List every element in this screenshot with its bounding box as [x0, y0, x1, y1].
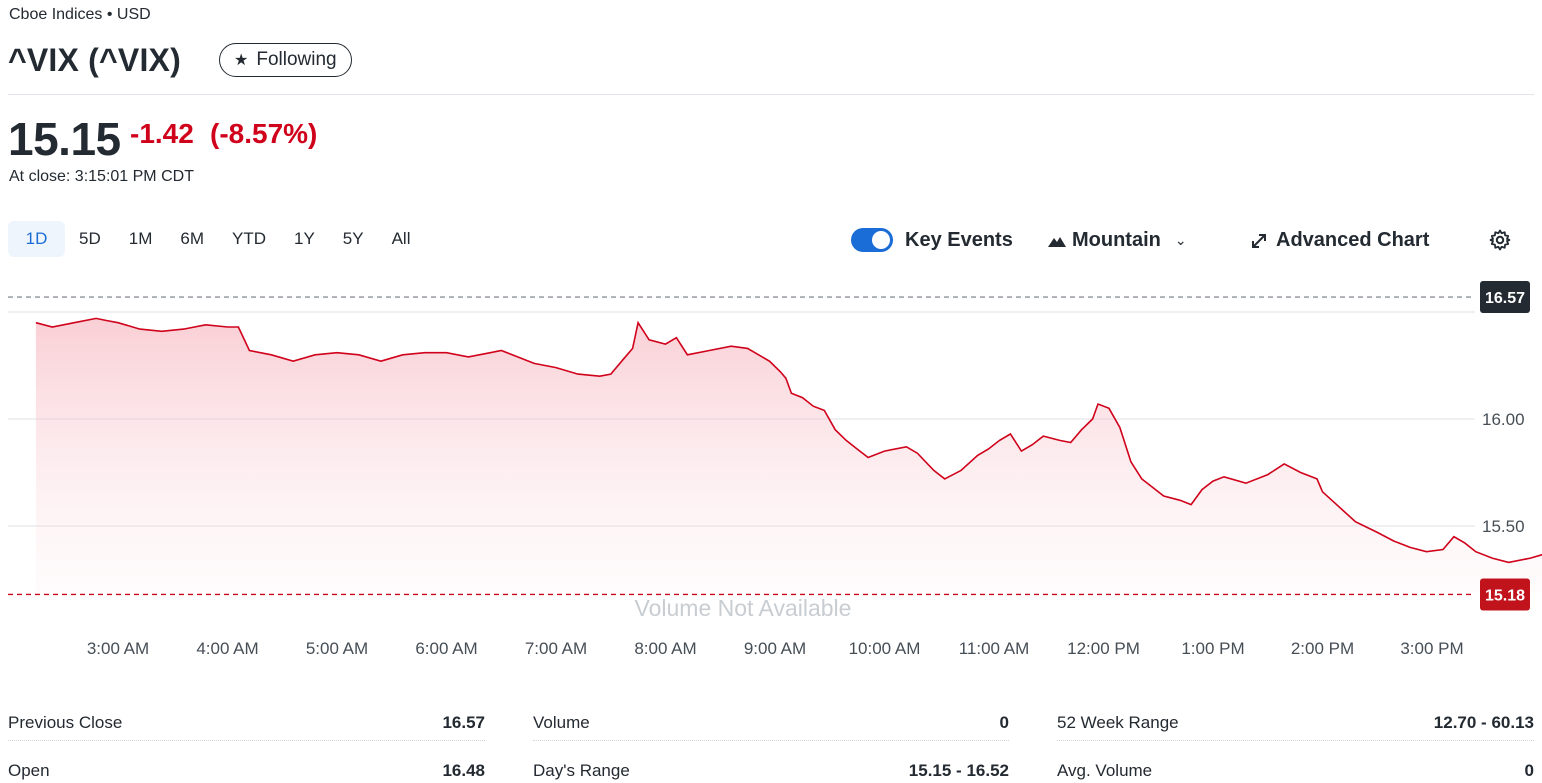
exchange-label: Cboe Indices • USD [9, 6, 151, 23]
stat-open: Open 16.48 [8, 753, 485, 783]
x-tick-label: 10:00 AM [849, 639, 921, 658]
range-tab-1y[interactable]: 1Y [293, 229, 315, 248]
x-tick-label: 3:00 AM [87, 639, 149, 658]
chart-type-dropdown[interactable]: Mountain ⌄ [1048, 229, 1187, 252]
stat-label: Open [8, 761, 50, 780]
stat-label: Day's Range [533, 761, 630, 780]
price-line [35, 317, 1542, 564]
chevron-down-icon: ⌄ [1174, 232, 1187, 248]
y-tick-label: 16.00 [1482, 410, 1525, 429]
range-tab-5d[interactable]: 5D [79, 229, 101, 248]
previous-close-badge-bg [1480, 281, 1530, 314]
stat-previous-close: Previous Close 16.57 [8, 705, 485, 741]
range-tab-1m[interactable]: 1M [128, 229, 153, 248]
stat-label: Previous Close [8, 712, 123, 732]
header-divider [8, 94, 1534, 95]
page-title: ^VIX (^VIX) [8, 42, 181, 78]
stat-avg-volume: Avg. Volume 0 [1057, 753, 1534, 783]
key-events-label: Key Events [905, 229, 1013, 251]
stat-value: 15.15 - 16.52 [908, 761, 1009, 780]
close-time: At close: 3:15:01 PM CDT [9, 168, 194, 185]
current-price: 15.15 [8, 113, 121, 165]
price-change-percent: (-8.57%) [210, 118, 318, 149]
range-tab-5y[interactable]: 5Y [342, 229, 364, 248]
stat-label: Avg. Volume [1057, 761, 1153, 780]
x-tick-label: 3:00 PM [1400, 639, 1463, 658]
stat-label: Volume [533, 712, 590, 732]
following-button[interactable]: ★ Following [219, 43, 352, 77]
stat-volume: Volume 0 [533, 705, 1009, 741]
star-icon: ★ [234, 52, 249, 69]
x-axis: 3:00 AM 4:00 AM 5:00 AM 6:00 AM 7:00 AM 8:00 … [87, 639, 1464, 658]
stat-label: 52 Week Range [1057, 712, 1179, 732]
x-tick-label: 5:00 AM [306, 639, 368, 658]
x-tick-label: 8:00 AM [634, 639, 696, 658]
x-tick-label: 6:00 AM [415, 639, 477, 658]
advanced-chart-label: Advanced Chart [1276, 229, 1430, 251]
stat-value: 0 [999, 712, 1009, 732]
toggle-knob [872, 231, 890, 249]
x-tick-label: 4:00 AM [196, 639, 258, 658]
x-tick-label: 1:00 PM [1181, 639, 1244, 658]
current-price-badge-bg [1480, 578, 1530, 611]
current-price-badge-label: 15.18 [1485, 587, 1525, 604]
range-tab-ytd[interactable]: YTD [231, 229, 266, 248]
range-tab-6m[interactable]: 6M [180, 229, 204, 248]
x-tick-label: 9:00 AM [744, 639, 806, 658]
x-tick-label: 7:00 AM [525, 639, 587, 658]
chart-type-label: Mountain [1072, 229, 1161, 251]
x-tick-label: 12:00 PM [1067, 639, 1140, 658]
stat-value: 16.57 [442, 712, 485, 732]
volume-note: Volume Not Available [635, 595, 852, 621]
range-tab-1d[interactable]: 1D [8, 221, 65, 257]
advanced-chart-button[interactable]: Advanced Chart [1250, 229, 1429, 252]
stat-value: 16.48 [442, 761, 485, 780]
expand-icon [1252, 233, 1266, 248]
price-chart[interactable]: Volume Not Available 16.00 15.50 3:00 AM 4… [0, 270, 1542, 670]
stat-value: 12.70 - 60.13 [1433, 712, 1534, 732]
gear-icon[interactable] [1488, 228, 1512, 252]
previous-close-badge: 16.57 [1480, 281, 1530, 314]
y-tick-label: 15.50 [1482, 517, 1525, 536]
key-events-toggle[interactable] [851, 228, 893, 252]
stat-52-week-range: 52 Week Range 12.70 - 60.13 [1057, 705, 1534, 741]
range-tabs: 1D 5D 1M 6M YTD 1Y 5Y All [8, 221, 424, 257]
x-tick-label: 11:00 AM [959, 639, 1030, 658]
current-price-badge: 15.18 [1480, 578, 1530, 611]
y-axis: 16.00 15.50 [1482, 410, 1525, 536]
stat-value: 0 [1524, 761, 1534, 780]
stat-day-s-range: Day's Range 15.15 - 16.52 [533, 753, 1009, 783]
price-area [35, 318, 1542, 592]
range-tab-all[interactable]: All [391, 229, 411, 248]
price-change: -1.42 [130, 118, 194, 149]
following-label: Following [256, 49, 337, 70]
previous-close-badge-label: 16.57 [1485, 290, 1525, 307]
x-tick-label: 2:00 PM [1291, 639, 1354, 658]
mountain-icon [1048, 236, 1066, 247]
